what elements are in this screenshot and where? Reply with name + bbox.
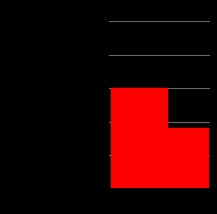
Bar [152, 128, 208, 188]
Bar [111, 88, 167, 188]
